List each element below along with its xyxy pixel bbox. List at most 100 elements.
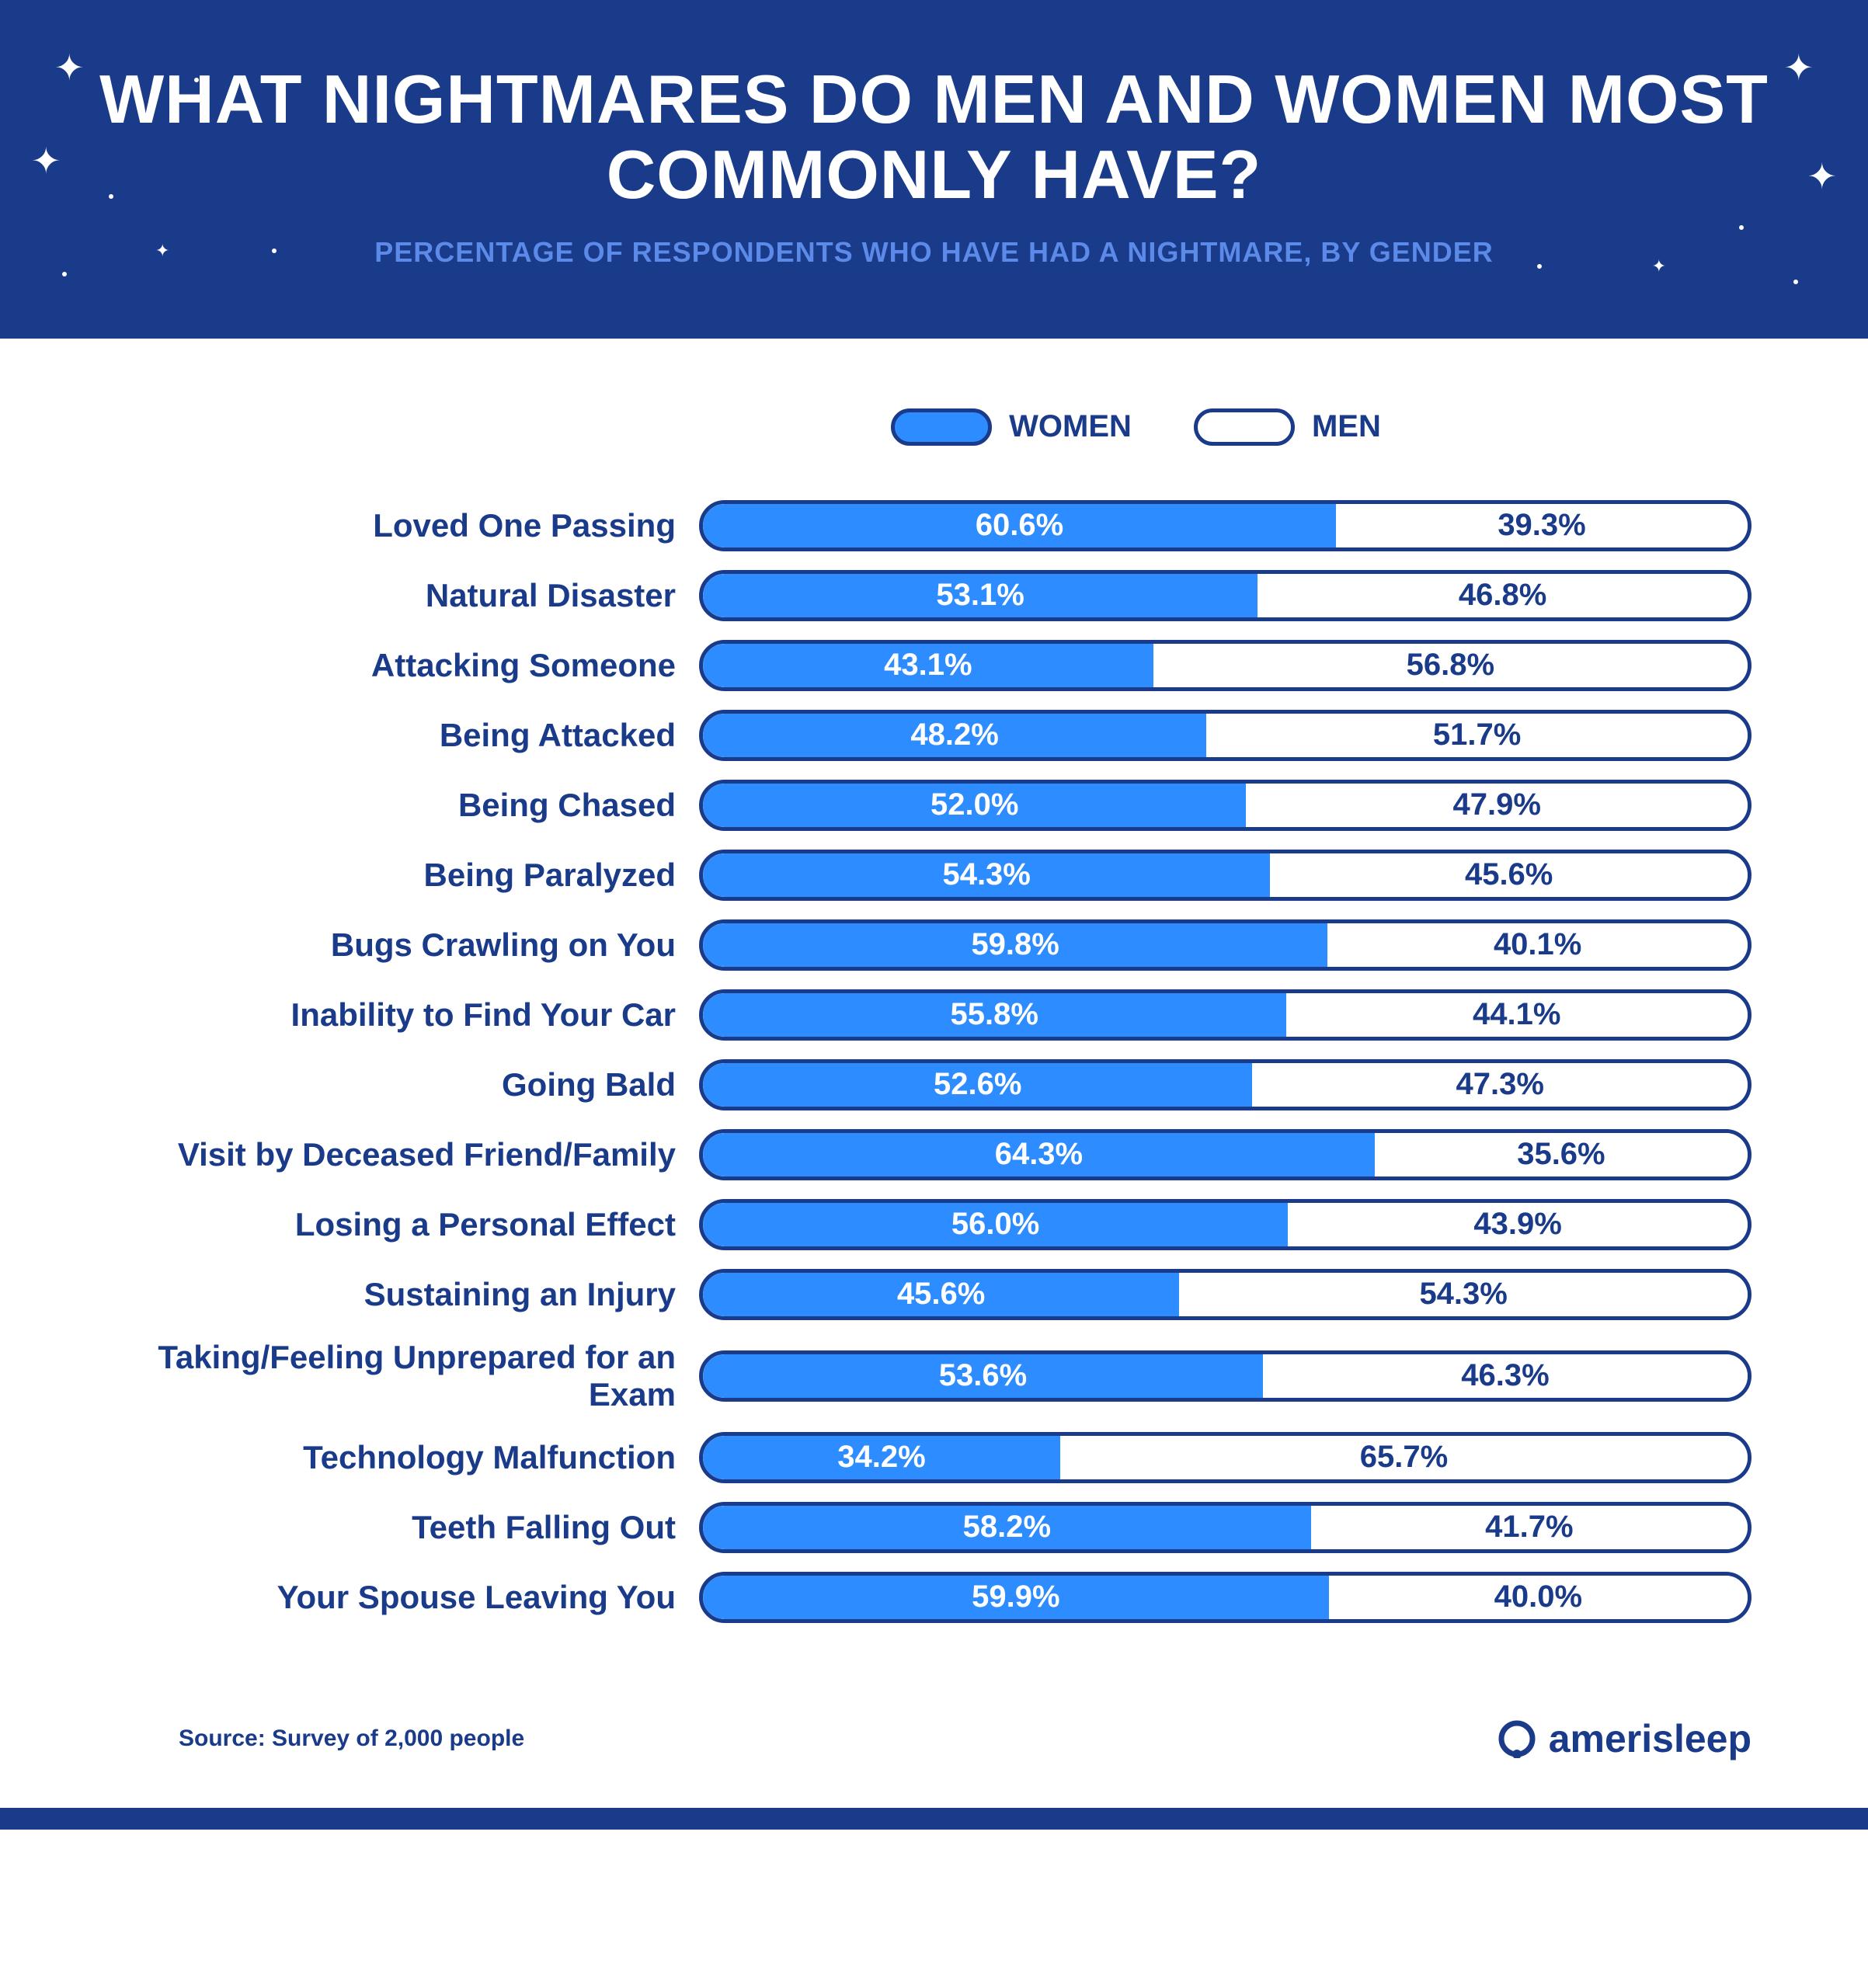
row-label: Technology Malfunction [117,1439,676,1476]
brand-logo-icon [1498,1719,1536,1758]
bar-segment-women: 45.6% [703,1273,1179,1316]
header: ✦ ✦ ✦ ✦ ✦ ✦ WHAT NIGHTMARES DO MEN AND W… [0,0,1868,339]
chart-row: Being Attacked 48.2%51.7% [117,710,1751,761]
chart-row: Losing a Personal Effect 56.0%43.9% [117,1199,1751,1250]
source-text: Source: Survey of 2,000 people [179,1726,524,1752]
brand-name: amerisleep [1549,1716,1751,1761]
sparkle-icon: ✦ [1652,256,1666,276]
stacked-bar: 45.6%54.3% [699,1269,1751,1320]
sparkle-icon: ✦ [54,47,85,89]
stacked-bar: 34.2%65.7% [699,1432,1751,1483]
chart-row: Visit by Deceased Friend/Family 64.3%35.6… [117,1129,1751,1180]
bar-segment-men: 43.9% [1288,1203,1748,1246]
sparkle-icon: ✦ [155,241,169,261]
infographic-container: ✦ ✦ ✦ ✦ ✦ ✦ WHAT NIGHTMARES DO MEN AND W… [0,0,1868,1830]
bottom-strip [0,1808,1868,1830]
bar-segment-men: 44.1% [1286,993,1748,1037]
stacked-bar: 48.2%51.7% [699,710,1751,761]
bar-segment-men: 51.7% [1206,714,1748,757]
chart-row: Technology Malfunction 34.2%65.7% [117,1432,1751,1483]
bar-segment-men: 45.6% [1270,853,1748,897]
sparkle-icon: ✦ [31,140,61,182]
legend-item-men: MEN [1194,408,1381,446]
stacked-bar: 59.8%40.1% [699,919,1751,971]
dot-icon [1669,93,1674,98]
bar-segment-men: 65.7% [1060,1436,1748,1479]
brand: amerisleep [1498,1716,1751,1761]
sparkle-icon: ✦ [1807,155,1837,197]
bar-segment-women: 60.6% [703,504,1336,547]
row-label: Taking/Feeling Unprepared for an Exam [117,1339,676,1413]
chart-row: Your Spouse Leaving You 59.9%40.0% [117,1572,1751,1623]
bar-segment-women: 43.1% [703,644,1153,687]
row-label: Your Spouse Leaving You [117,1579,676,1616]
sparkle-icon: ✦ [1783,47,1814,89]
row-label: Being Paralyzed [117,857,676,894]
bar-segment-women: 52.6% [703,1063,1252,1107]
row-label: Teeth Falling Out [117,1509,676,1546]
row-label: Going Bald [117,1066,676,1103]
bar-segment-women: 53.6% [703,1354,1263,1398]
bar-segment-men: 54.3% [1179,1273,1748,1316]
chart-row: Teeth Falling Out 58.2%41.7% [117,1502,1751,1553]
legend-label-men: MEN [1312,409,1381,444]
row-label: Being Attacked [117,717,676,754]
row-label: Loved One Passing [117,507,676,544]
bar-segment-women: 48.2% [703,714,1206,757]
row-label: Losing a Personal Effect [117,1206,676,1243]
row-label: Sustaining an Injury [117,1276,676,1313]
bar-segment-men: 46.8% [1258,574,1748,617]
footer: Source: Survey of 2,000 people amerislee… [0,1654,1868,1808]
bar-segment-men: 41.7% [1311,1506,1748,1549]
chart-row: Taking/Feeling Unprepared for an Exam 53.… [117,1339,1751,1413]
dot-icon [62,272,67,276]
body: WOMEN MEN Loved One Passing 60.6%39.3% Nat… [0,339,1868,1654]
chart-rows: Loved One Passing 60.6%39.3% Natural Disas… [117,500,1751,1623]
dot-icon [1739,225,1744,230]
bar-segment-women: 59.8% [703,923,1327,967]
bar-segment-women: 52.0% [703,784,1246,827]
chart-row: Bugs Crawling on You 59.8%40.1% [117,919,1751,971]
legend: WOMEN MEN [520,408,1751,446]
row-label: Visit by Deceased Friend/Family [117,1136,676,1173]
stacked-bar: 54.3%45.6% [699,850,1751,901]
page-title: WHAT NIGHTMARES DO MEN AND WOMEN MOST CO… [78,62,1790,213]
chart-row: Being Chased 52.0%47.9% [117,780,1751,831]
stacked-bar: 52.0%47.9% [699,780,1751,831]
legend-label-women: WOMEN [1009,409,1132,444]
row-label: Inability to Find Your Car [117,996,676,1034]
stacked-bar: 60.6%39.3% [699,500,1751,551]
stacked-bar: 53.6%46.3% [699,1350,1751,1402]
chart-row: Loved One Passing 60.6%39.3% [117,500,1751,551]
chart-row: Being Paralyzed 54.3%45.6% [117,850,1751,901]
bar-segment-women: 64.3% [703,1133,1375,1176]
stacked-bar: 58.2%41.7% [699,1502,1751,1553]
bar-segment-men: 47.3% [1252,1063,1748,1107]
bar-segment-men: 40.0% [1329,1576,1748,1619]
bar-segment-women: 56.0% [703,1203,1288,1246]
bar-segment-men: 40.1% [1327,923,1748,967]
chart-row: Going Bald 52.6%47.3% [117,1059,1751,1110]
bar-segment-women: 54.3% [703,853,1270,897]
stacked-bar: 53.1%46.8% [699,570,1751,621]
page-subtitle: PERCENTAGE OF RESPONDENTS WHO HAVE HAD A… [78,236,1790,269]
stacked-bar: 59.9%40.0% [699,1572,1751,1623]
bar-segment-women: 58.2% [703,1506,1311,1549]
chart-row: Inability to Find Your Car55.8%44.1% [117,989,1751,1041]
dot-icon [1537,264,1542,269]
chart-row: Natural Disaster53.1%46.8% [117,570,1751,621]
dot-icon [194,78,199,82]
bar-segment-men: 56.8% [1153,644,1748,687]
dot-icon [109,194,113,199]
bar-segment-men: 47.9% [1246,784,1748,827]
legend-swatch-women [891,408,992,446]
dot-icon [1793,280,1798,284]
bar-segment-women: 34.2% [703,1436,1060,1479]
row-label: Bugs Crawling on You [117,926,676,964]
row-label: Being Chased [117,787,676,824]
legend-swatch-men [1194,408,1295,446]
stacked-bar: 52.6%47.3% [699,1059,1751,1110]
dot-icon [272,248,277,253]
chart-row: Sustaining an Injury 45.6%54.3% [117,1269,1751,1320]
stacked-bar: 64.3%35.6% [699,1129,1751,1180]
